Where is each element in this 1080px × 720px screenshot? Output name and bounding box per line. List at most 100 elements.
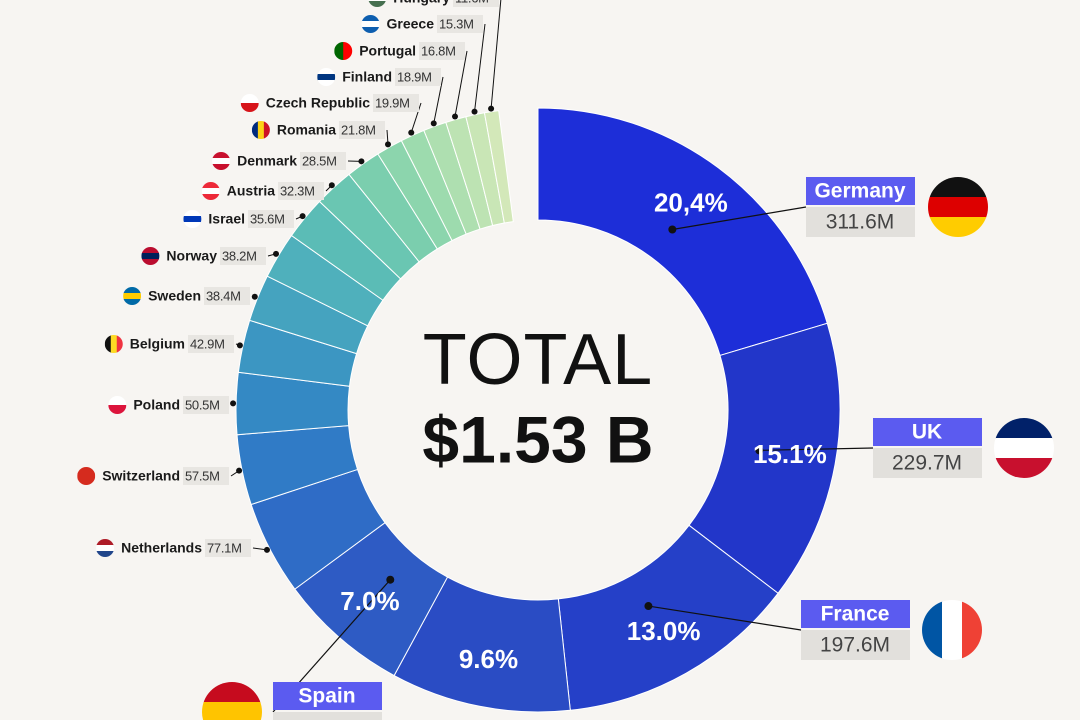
percent-label: 15.1% bbox=[753, 439, 827, 469]
value-label: 311.6M bbox=[826, 211, 895, 234]
value-label: 38.4M bbox=[206, 288, 241, 303]
value-box bbox=[453, 0, 499, 7]
flag bbox=[183, 210, 202, 228]
value-label: 197.6M bbox=[820, 634, 890, 657]
flag bbox=[201, 182, 220, 200]
value-box bbox=[220, 247, 266, 265]
value-label: 229.7M bbox=[892, 452, 962, 475]
flag bbox=[368, 0, 387, 7]
category-label: Hungary bbox=[393, 0, 450, 6]
percent-label: 7.0% bbox=[340, 586, 399, 616]
value-box bbox=[205, 539, 251, 557]
flag-stripe bbox=[183, 216, 202, 223]
flag-stripe bbox=[942, 600, 963, 660]
flag bbox=[922, 600, 982, 660]
category-label: Romania bbox=[277, 122, 336, 138]
flag bbox=[212, 152, 231, 170]
center-label: TOTAL bbox=[423, 320, 653, 400]
flag-stripe bbox=[343, 42, 353, 60]
flag-stripe bbox=[116, 335, 123, 353]
flag-stripe bbox=[368, 0, 387, 2]
flag bbox=[96, 539, 115, 557]
value-label: 50.5M bbox=[185, 397, 220, 412]
flag-stripe bbox=[123, 299, 142, 305]
flag bbox=[251, 121, 270, 139]
leader-dot bbox=[263, 546, 270, 553]
category-label: Spain bbox=[298, 685, 355, 708]
flag-stripe bbox=[994, 418, 1054, 439]
value-box bbox=[339, 121, 385, 139]
percent-label: 20,4% bbox=[654, 188, 728, 218]
leader-dot bbox=[668, 225, 677, 234]
flag bbox=[141, 247, 160, 265]
value-box bbox=[437, 15, 483, 33]
value-box bbox=[373, 94, 419, 112]
flag bbox=[108, 396, 127, 414]
flag-stripe bbox=[202, 682, 262, 703]
flag-stripe bbox=[317, 74, 336, 81]
flag-stripe bbox=[334, 42, 344, 60]
name-box bbox=[801, 600, 910, 628]
value-label: 42.9M bbox=[190, 336, 225, 351]
value-box bbox=[419, 42, 465, 60]
flag-stripe bbox=[994, 438, 1054, 459]
percent-label: 9.6% bbox=[459, 644, 518, 674]
leader-line bbox=[433, 76, 444, 124]
name-box bbox=[806, 177, 915, 205]
value-label: 16.8M bbox=[421, 43, 456, 58]
flag-stripe bbox=[202, 702, 262, 720]
value-box bbox=[801, 630, 910, 660]
leader-dot bbox=[430, 120, 437, 127]
flag-stripe bbox=[317, 68, 336, 75]
flag-stripe bbox=[77, 473, 96, 480]
leader-line bbox=[672, 206, 807, 231]
flag-stripe bbox=[96, 545, 115, 552]
flag-stripe bbox=[201, 194, 220, 200]
flag bbox=[317, 68, 336, 86]
flag-stripe bbox=[263, 121, 270, 139]
leader-dot bbox=[408, 129, 415, 136]
flag-stripe bbox=[928, 177, 988, 198]
flag-stripe bbox=[257, 121, 265, 139]
value-box bbox=[273, 712, 382, 720]
flag bbox=[104, 335, 123, 353]
leader-dot bbox=[236, 467, 243, 474]
value-box bbox=[300, 152, 346, 170]
value-box bbox=[183, 396, 229, 414]
leader-line bbox=[759, 447, 874, 451]
flag-stripe bbox=[361, 27, 380, 33]
flag-stripe bbox=[141, 259, 160, 265]
flag bbox=[77, 467, 96, 485]
leader-dot bbox=[644, 602, 653, 611]
flag-stripe bbox=[108, 396, 127, 406]
flag-stripe bbox=[123, 287, 142, 294]
donut-slice bbox=[537, 107, 828, 357]
flag-stripe bbox=[201, 188, 220, 195]
flag-stripe bbox=[361, 21, 380, 28]
flag-stripe bbox=[201, 182, 220, 189]
leader-dot bbox=[488, 105, 495, 112]
category-label: Germany bbox=[814, 180, 905, 203]
leader-line bbox=[474, 23, 486, 112]
flag-stripe bbox=[928, 217, 988, 237]
flag-stripe bbox=[240, 94, 259, 104]
leader-line bbox=[454, 50, 468, 117]
flag-stripe bbox=[251, 121, 259, 139]
flag-stripe bbox=[212, 158, 231, 165]
value-label: 18.9M bbox=[397, 69, 432, 84]
value-label: 15.3M bbox=[439, 16, 474, 31]
value-label: 35.6M bbox=[250, 211, 285, 226]
leader-dot bbox=[236, 342, 243, 349]
category-label: Finland bbox=[342, 69, 392, 85]
leader-dot bbox=[452, 113, 459, 120]
flag bbox=[928, 177, 988, 237]
flag-stripe bbox=[141, 247, 160, 254]
flag-stripe bbox=[361, 15, 380, 22]
flag-stripe bbox=[183, 210, 202, 217]
value-label: 28.5M bbox=[302, 153, 337, 168]
flag-stripe bbox=[368, 1, 387, 7]
value-box bbox=[248, 210, 294, 228]
flag bbox=[240, 94, 259, 112]
leader-dot bbox=[385, 141, 392, 148]
value-label: 38.2M bbox=[222, 248, 257, 263]
